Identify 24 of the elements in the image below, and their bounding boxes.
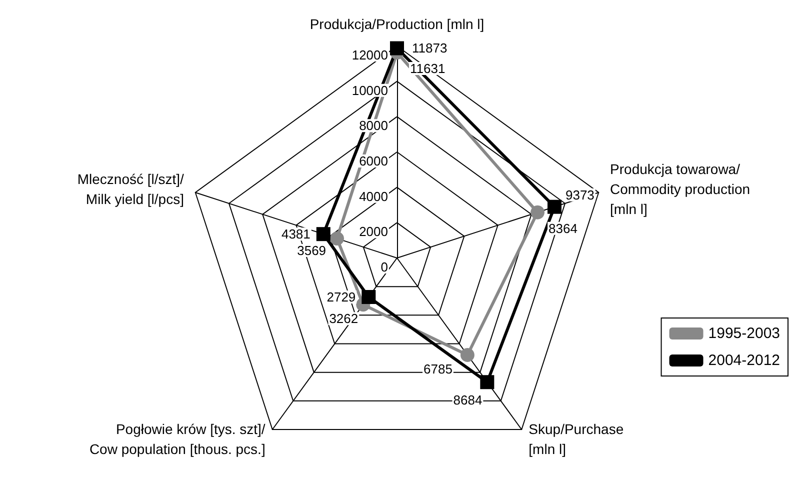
spoke-label: Produkcja towarowa/ Commodity production [mln l]: [610, 160, 750, 217]
data-label: 8684: [453, 392, 482, 408]
spoke-label: Mleczność [l/szt]/ Milk yield [l/pcs]: [77, 170, 184, 207]
data-label: 11873: [412, 40, 448, 56]
y-tick-label: 12000: [352, 48, 388, 62]
y-tick-label: 6000: [359, 154, 388, 168]
data-label: 3569: [297, 243, 326, 258]
spoke-label: Skup/Purchase [mln l]: [528, 421, 624, 458]
y-tick-label: 0: [380, 260, 388, 274]
data-label: 11631: [410, 61, 446, 76]
y-tick-label: 2000: [359, 224, 388, 240]
data-label: 8364: [548, 220, 578, 236]
data-label: 9373: [565, 187, 594, 202]
y-tick-label: 8000: [359, 118, 388, 134]
y-tick-label: 4000: [359, 188, 388, 204]
spoke-label: Produkcja/Production [mln l]: [310, 16, 484, 32]
data-label: 2729: [326, 290, 356, 305]
data-label: 4381: [281, 226, 310, 242]
legend-label: 1995-2003: [708, 325, 780, 342]
spoke-label: Pogłowie krów [tys. szt]/ Cow population [thous. pcs.]: [89, 421, 266, 458]
data-label: 6785: [424, 361, 452, 376]
legend-label: 2004-2012: [708, 352, 780, 369]
y-tick-label: 10000: [352, 82, 388, 98]
data-label: 3262: [329, 311, 358, 326]
